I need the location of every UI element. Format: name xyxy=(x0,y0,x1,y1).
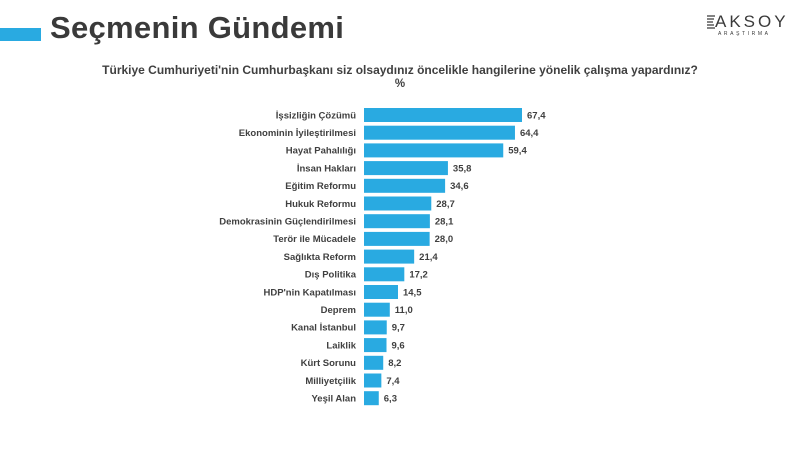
value-label: 67,4 xyxy=(527,110,546,121)
value-label: 6,3 xyxy=(384,394,397,405)
value-label: 59,4 xyxy=(508,146,527,157)
value-label: 28,1 xyxy=(435,217,454,228)
value-label: 14,5 xyxy=(403,287,422,298)
category-label: Yeşil Alan xyxy=(311,394,356,405)
bar xyxy=(364,125,515,140)
category-label: Demokrasinin Güçlendirilmesi xyxy=(219,217,356,228)
logo-tagline: ARAŞTIRMA xyxy=(718,31,771,37)
category-label: Eğitim Reformu xyxy=(285,181,356,192)
value-label: 7,4 xyxy=(386,376,400,387)
value-label: 9,6 xyxy=(392,340,405,351)
chart-question: Türkiye Cumhuriyeti'nin Cumhurbaşkanı si… xyxy=(102,63,698,77)
bar xyxy=(364,355,384,370)
bar xyxy=(364,249,415,264)
value-label: 28,0 xyxy=(435,234,454,245)
value-label: 34,6 xyxy=(450,181,469,192)
bar xyxy=(364,178,446,193)
value-label: 21,4 xyxy=(419,252,438,263)
category-label: HDP'nin Kapatılması xyxy=(263,287,356,298)
category-label: Terör ile Mücadele xyxy=(273,234,356,245)
logo-mark-icon xyxy=(707,15,715,29)
bar xyxy=(364,338,387,353)
bar xyxy=(364,267,405,282)
bar xyxy=(364,391,379,406)
bar xyxy=(364,302,390,317)
chart-unit: % xyxy=(394,78,406,90)
bar xyxy=(364,196,432,211)
category-label: Dış Politika xyxy=(305,270,357,281)
bar xyxy=(364,214,430,229)
logo-wordmark: AKSOY xyxy=(715,12,789,31)
title-accent-bar xyxy=(0,28,41,41)
page-title: Seçmenin Gündemi xyxy=(50,10,345,45)
bar xyxy=(364,285,398,299)
value-label: 17,2 xyxy=(409,270,428,281)
category-label: Hukuk Reformu xyxy=(285,199,356,210)
category-label: Hayat Pahalılığı xyxy=(286,146,356,157)
category-label: Milliyetçilik xyxy=(305,376,356,387)
value-label: 8,2 xyxy=(388,358,401,369)
category-label: Kanal İstanbul xyxy=(291,323,356,334)
value-label: 9,7 xyxy=(392,323,405,334)
bar xyxy=(364,143,504,158)
value-label: 11,0 xyxy=(395,305,413,316)
bar xyxy=(364,373,382,388)
value-label: 35,8 xyxy=(453,163,472,174)
aksoy-logo: AKSOY ARAŞTIRMA xyxy=(706,12,790,42)
value-label: 28,7 xyxy=(436,199,455,210)
category-label: İnsan Hakları xyxy=(297,163,356,174)
value-label: 64,4 xyxy=(520,128,539,139)
category-label: Kürt Sorunu xyxy=(301,358,357,369)
bar xyxy=(364,320,387,335)
bar xyxy=(364,231,430,246)
category-label: İşsizliğin Çözümü xyxy=(276,110,356,121)
category-label: Sağlıkta Reform xyxy=(284,252,356,263)
category-label: Laiklik xyxy=(326,340,356,351)
category-label: Ekonominin İyileştirilmesi xyxy=(239,128,356,139)
category-label: Deprem xyxy=(321,305,356,316)
bar xyxy=(364,108,522,122)
bar xyxy=(364,161,448,176)
